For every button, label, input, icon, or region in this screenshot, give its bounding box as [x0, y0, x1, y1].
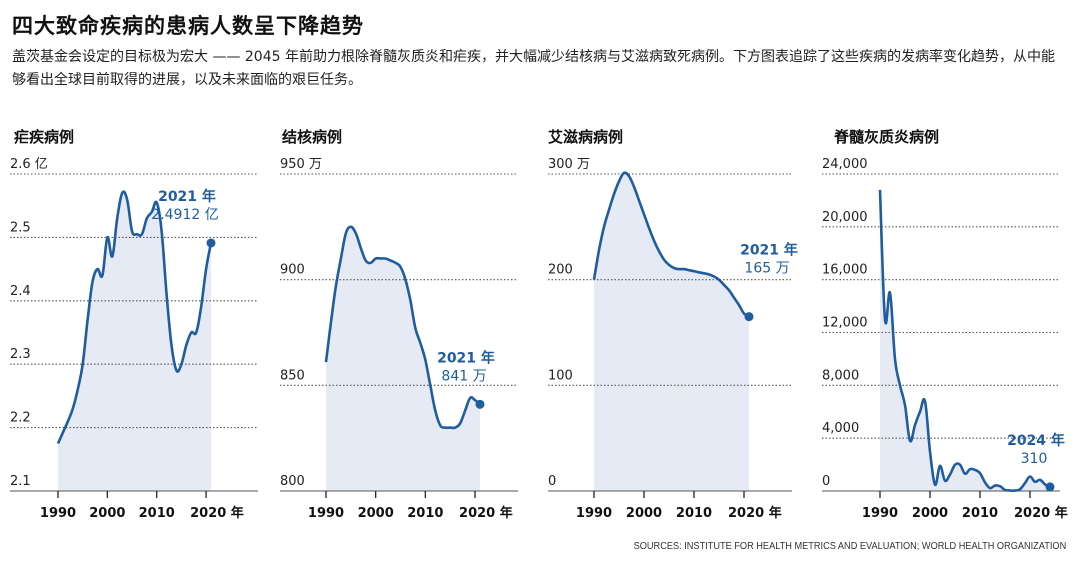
source-note: SOURCES: INSTITUTE FOR HEALTH METRICS AN…: [633, 541, 1066, 552]
polio-y-tick-label: 8,000: [822, 368, 859, 383]
polio-y-tick-label: 4,000: [822, 421, 859, 436]
polio-chart-title: 脊髓灰质炎病例: [834, 128, 940, 146]
hiv-x-tick-label: 1990: [576, 506, 612, 521]
polio-y-tick-label: 24,000: [822, 157, 868, 172]
hiv-area: [594, 172, 749, 491]
polio-line: [878, 189, 1051, 492]
polio-endpoint: [1045, 482, 1055, 492]
polio-x-tick-label: 2020 年: [1014, 505, 1068, 521]
malaria-callout-value: 2.4912 亿: [151, 207, 218, 223]
page-title: 四大致命疾病的患病人数呈下降趋势: [12, 14, 364, 38]
tuberculosis-chart-title: 结核病例: [282, 128, 343, 146]
malaria-x-tick-label: 2000: [89, 506, 125, 521]
tuberculosis-callout-year: 2021 年: [437, 349, 495, 366]
polio-x-tick-label: 2010: [962, 506, 998, 521]
polio-callout-year: 2024 年: [1007, 432, 1065, 449]
polio-y-tick-label: 12,000: [822, 316, 868, 331]
malaria-y-tick-label: 2.6 亿: [10, 157, 48, 172]
hiv-endpoint: [744, 312, 754, 322]
malaria-x-tick-label: 2020 年: [190, 505, 244, 521]
hiv-x-tick-label: 2020 年: [728, 505, 782, 521]
malaria-callout-year: 2021 年: [158, 188, 216, 205]
polio-callout-value: 310: [1021, 451, 1048, 467]
tuberculosis-y-tick-label: 800: [280, 474, 305, 489]
polio-y-tick-label: 16,000: [822, 263, 868, 278]
hiv-callout-value: 165 万: [744, 261, 789, 277]
malaria-y-tick-label: 2.4: [10, 284, 31, 299]
tuberculosis-y-tick-label: 950 万: [280, 157, 322, 172]
polio-y-tick-label: 0: [822, 474, 830, 489]
hiv-chart: 0 100 200 300 万 2021 年 165 万 1990 2000 2010 2020 …: [548, 157, 798, 521]
malaria-area: [58, 191, 211, 492]
tuberculosis-chart: 800 850 900 950 万 2021 年 841 万 1990 2000 2010 202…: [280, 157, 518, 521]
malaria-chart: 2.1 2.2 2.3 2.4 2.5 2.6 亿 2021 年 2.4912 亿 1990 20…: [10, 157, 258, 521]
hiv-y-tick-label: 100: [548, 368, 573, 383]
tuberculosis-x-tick-label: 2000: [358, 506, 394, 521]
polio-area: [880, 189, 1050, 491]
malaria-chart-title: 疟疾病例: [14, 128, 75, 146]
polio-chart: 0 4,000 8,000 12,000 16,000 20,000 24,000 2024 …: [822, 157, 1068, 521]
polio-x-tick-label: 1990: [862, 506, 898, 521]
hiv-y-tick-label: 300 万: [548, 157, 590, 172]
tuberculosis-y-tick-label: 900: [280, 263, 305, 278]
tuberculosis-line: [324, 225, 481, 430]
hiv-callout-year: 2021 年: [740, 242, 798, 259]
hiv-line: [592, 171, 750, 318]
page-subtitle: 盖茨基金会设定的目标极为宏大 —— 2045 年前助力根除脊髓灰质炎和疟疾，并大…: [12, 49, 1055, 88]
polio-y-tick-label: 20,000: [822, 210, 868, 225]
malaria-x-tick-label: 1990: [40, 506, 76, 521]
tuberculosis-x-tick-label: 1990: [308, 506, 344, 521]
tuberculosis-area: [326, 226, 480, 492]
hiv-y-tick-label: 200: [548, 263, 573, 278]
malaria-line: [56, 190, 213, 445]
malaria-y-tick-label: 2.3: [10, 347, 31, 362]
tuberculosis-y-tick-label: 850: [280, 368, 305, 383]
tuberculosis-callout-value: 841 万: [441, 368, 486, 384]
hiv-y-tick-label: 0: [548, 474, 556, 489]
hiv-x-tick-label: 2000: [626, 506, 662, 521]
malaria-y-tick-label: 2.1: [10, 474, 31, 489]
hiv-x-tick-label: 2010: [676, 506, 712, 521]
malaria-y-tick-label: 2.2: [10, 411, 31, 426]
polio-x-tick-label: 2000: [912, 506, 948, 521]
tuberculosis-endpoint: [475, 399, 485, 409]
hiv-chart-title: 艾滋病病例: [548, 128, 624, 146]
malaria-y-tick-label: 2.5: [10, 220, 31, 235]
tuberculosis-x-tick-label: 2020 年: [459, 505, 513, 521]
tuberculosis-x-tick-label: 2010: [407, 506, 443, 521]
malaria-endpoint: [206, 238, 216, 248]
malaria-x-tick-label: 2010: [139, 506, 175, 521]
